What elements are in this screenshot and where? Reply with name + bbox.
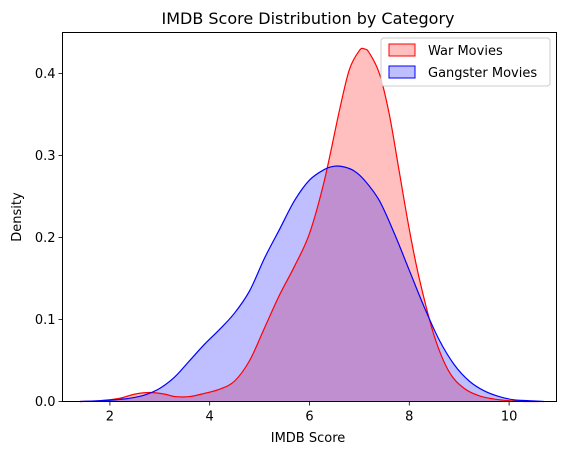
legend-swatch-0 — [388, 43, 416, 57]
y-tick-label: 0.3 — [35, 149, 56, 164]
legend: War Movies Gangster Movies — [380, 37, 551, 87]
legend-label-1: Gangster Movies — [428, 66, 537, 81]
plot-fills — [79, 48, 545, 402]
x-tick-label: 8 — [405, 410, 413, 425]
y-tick-label: 0.4 — [35, 67, 56, 82]
plot-lines — [79, 47, 545, 403]
x-tick-label: 4 — [206, 410, 214, 425]
series-line-0 — [79, 47, 540, 403]
legend-frame — [380, 37, 551, 87]
legend-label-0: War Movies — [428, 44, 503, 59]
y-tick-label: 0.0 — [35, 395, 56, 410]
x-axis-label: IMDB Score — [271, 431, 346, 446]
legend-swatch-1 — [388, 65, 416, 79]
x-tick-label: 6 — [305, 410, 313, 425]
x-tick-label: 2 — [106, 410, 114, 425]
y-tick-label: 0.1 — [35, 313, 56, 328]
series-area-1 — [79, 165, 545, 402]
series-area-0 — [79, 48, 540, 402]
y-axis-label: Density — [10, 192, 25, 242]
chart-title: IMDB Score Distribution by Category — [161, 9, 454, 28]
x-tick-label: 10 — [501, 410, 518, 425]
y-axis-ticks: 0.0 0.1 0.2 0.3 0.4 — [35, 67, 63, 410]
y-tick-label: 0.2 — [35, 231, 56, 246]
x-axis-ticks: 2 4 6 8 10 — [106, 401, 518, 425]
series-line-1 — [79, 165, 545, 403]
